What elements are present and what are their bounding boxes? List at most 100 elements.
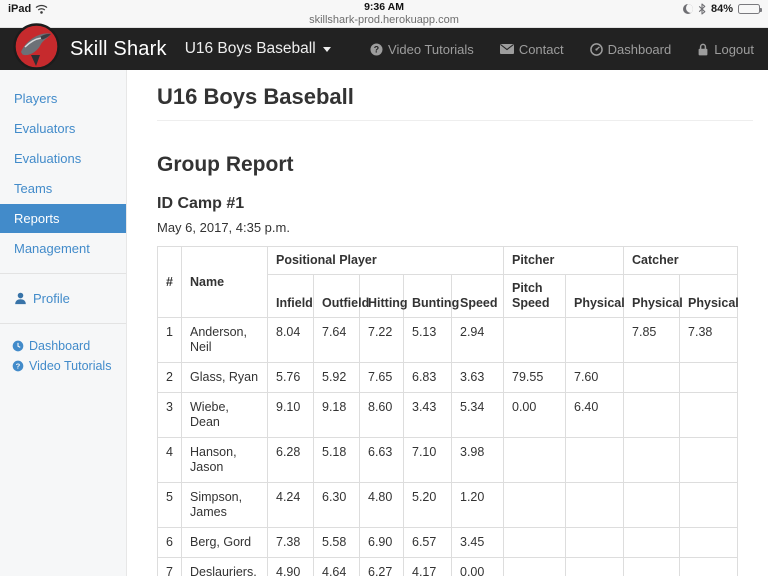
battery-icon (738, 4, 762, 14)
score-cell: 4.17 (403, 557, 452, 576)
row-number-cell: 3 (157, 392, 182, 438)
col-header-physical-pitcher: Physical (564, 274, 625, 318)
skill-shark-logo-icon[interactable] (13, 23, 60, 70)
nav-dashboard[interactable]: Dashboard (589, 41, 672, 57)
score-cell: 9.10 (267, 392, 314, 438)
table-row: 3 Wiebe, Dean 9.10 9.18 8.60 3.43 5.34 0.00 6.40 (157, 392, 739, 438)
status-center: 9:36 AM skillshark-prod.herokuapp.com (0, 0, 768, 27)
score-cell (564, 482, 625, 528)
score-cell: 6.27 (359, 557, 404, 576)
score-cell (503, 317, 566, 363)
nav-contact[interactable]: Contact (499, 41, 564, 57)
sidebar-item-teams[interactable]: Teams (14, 181, 53, 196)
nav-link-label: Dashboard (607, 41, 672, 57)
score-cell (623, 392, 681, 438)
col-header-bunting: Bunting (403, 274, 459, 318)
address-url[interactable]: skillshark-prod.herokuapp.com (309, 13, 459, 26)
row-number-cell: 5 (157, 482, 182, 528)
score-cell (679, 362, 739, 393)
device-label: iPad (8, 3, 32, 15)
score-cell: 6.63 (359, 437, 404, 483)
col-header-hitting: Hitting (359, 274, 408, 318)
wifi-icon (35, 4, 48, 14)
sidebar-footer-dashboard[interactable]: Dashboard (0, 336, 126, 356)
sidebar-footer-video-tutorials[interactable]: ? Video Tutorials (0, 356, 126, 376)
nav-link-label: Logout (714, 41, 754, 57)
player-name-cell: Wiebe, Dean (181, 392, 268, 438)
event-title: ID Camp #1 (157, 195, 245, 212)
section-title: Group Report (157, 153, 294, 176)
sidebar-item-evaluators[interactable]: Evaluators (14, 121, 76, 136)
score-cell (679, 557, 739, 576)
col-header-pitch-speed: Pitch Speed (503, 274, 566, 318)
score-cell: 6.57 (403, 527, 452, 558)
status-bar: iPad 9:36 AM skillshark-prod.herokuapp.c… (0, 0, 768, 28)
score-cell (679, 392, 739, 438)
svg-text:?: ? (16, 362, 21, 371)
score-cell: 9.18 (313, 392, 360, 438)
clock-icon (12, 340, 24, 352)
envelope-icon (499, 44, 514, 54)
sidebar-item-evaluations[interactable]: Evaluations (14, 151, 82, 166)
table-row: 4 Hanson, Jason 6.28 5.18 6.63 7.10 3.98 (157, 437, 739, 483)
nav-logout[interactable]: Logout (697, 42, 754, 57)
do-not-disturb-moon-icon (682, 4, 693, 14)
sidebar-item-players[interactable]: Players (14, 91, 58, 106)
row-number-cell: 7 (157, 557, 182, 576)
col-header-physical-catcher-1: Physical (623, 274, 683, 318)
score-cell (503, 482, 566, 528)
score-cell (623, 437, 681, 483)
nav-video-tutorials[interactable]: ? Video Tutorials (370, 42, 474, 57)
score-cell (503, 437, 566, 483)
gauge-icon (589, 42, 603, 56)
score-cell (564, 527, 625, 558)
row-number-cell: 6 (157, 527, 182, 558)
score-cell (564, 557, 625, 576)
chevron-down-icon (322, 46, 331, 52)
table-row: 1 Anderson, Neil 8.04 7.64 7.22 5.13 2.94 7.85 7… (157, 317, 739, 363)
table-body: 1 Anderson, Neil 8.04 7.64 7.22 5.13 2.94 7.85 7… (157, 317, 739, 576)
nav-link-label: Contact (518, 41, 564, 57)
top-navbar: Skill Shark U16 Boys Baseball ? Video Tu… (0, 23, 768, 70)
score-cell: 5.20 (403, 482, 452, 528)
score-cell: 6.30 (313, 482, 360, 528)
lock-icon (698, 43, 708, 55)
score-cell (503, 557, 566, 576)
score-cell (679, 437, 739, 483)
question-circle-icon: ? (370, 42, 383, 56)
sidebar-item-profile[interactable]: Profile (0, 284, 126, 313)
main-content: U16 Boys Baseball Group Report ID Camp #… (128, 70, 768, 576)
event-datetime: May 6, 2017, 4:35 p.m. (157, 220, 290, 235)
user-icon (15, 292, 26, 305)
score-cell: 4.80 (359, 482, 404, 528)
score-cell: 0.00 (503, 392, 566, 438)
score-cell (623, 362, 681, 393)
score-cell: 3.63 (451, 362, 504, 393)
score-cell: 6.28 (267, 437, 314, 483)
player-name-cell: Glass, Ryan (181, 362, 268, 393)
score-cell: 2.94 (451, 317, 504, 363)
score-cell: 6.83 (403, 362, 452, 393)
player-name-cell: Berg, Gord (181, 527, 268, 558)
group-report-table: # Name Positional Player Pitcher Catcher… (157, 246, 739, 576)
brand-name[interactable]: Skill Shark (70, 37, 167, 60)
score-cell: 7.38 (679, 317, 739, 363)
score-cell: 7.64 (313, 317, 360, 363)
score-cell: 5.18 (313, 437, 360, 483)
sidebar-item-management[interactable]: Management (14, 241, 90, 256)
score-cell: 7.85 (623, 317, 681, 363)
score-cell: 7.65 (359, 362, 404, 393)
team-dropdown[interactable]: U16 Boys Baseball (185, 40, 331, 58)
question-circle-icon: ? (12, 360, 24, 372)
status-left: iPad (8, 3, 48, 15)
score-cell (679, 482, 739, 528)
col-header-infield: Infield (267, 274, 314, 318)
col-header-physical-catcher-2: Physical (679, 274, 739, 318)
table-row: 2 Glass, Ryan 5.76 5.92 7.65 6.83 3.63 79.55 7.6… (157, 362, 739, 393)
sidebar-item-reports[interactable]: Reports (0, 204, 126, 233)
score-cell: 7.10 (403, 437, 452, 483)
battery-percentage: 84% (710, 3, 733, 15)
status-right: 84% (682, 3, 762, 15)
col-header-speed: Speed (451, 274, 504, 318)
